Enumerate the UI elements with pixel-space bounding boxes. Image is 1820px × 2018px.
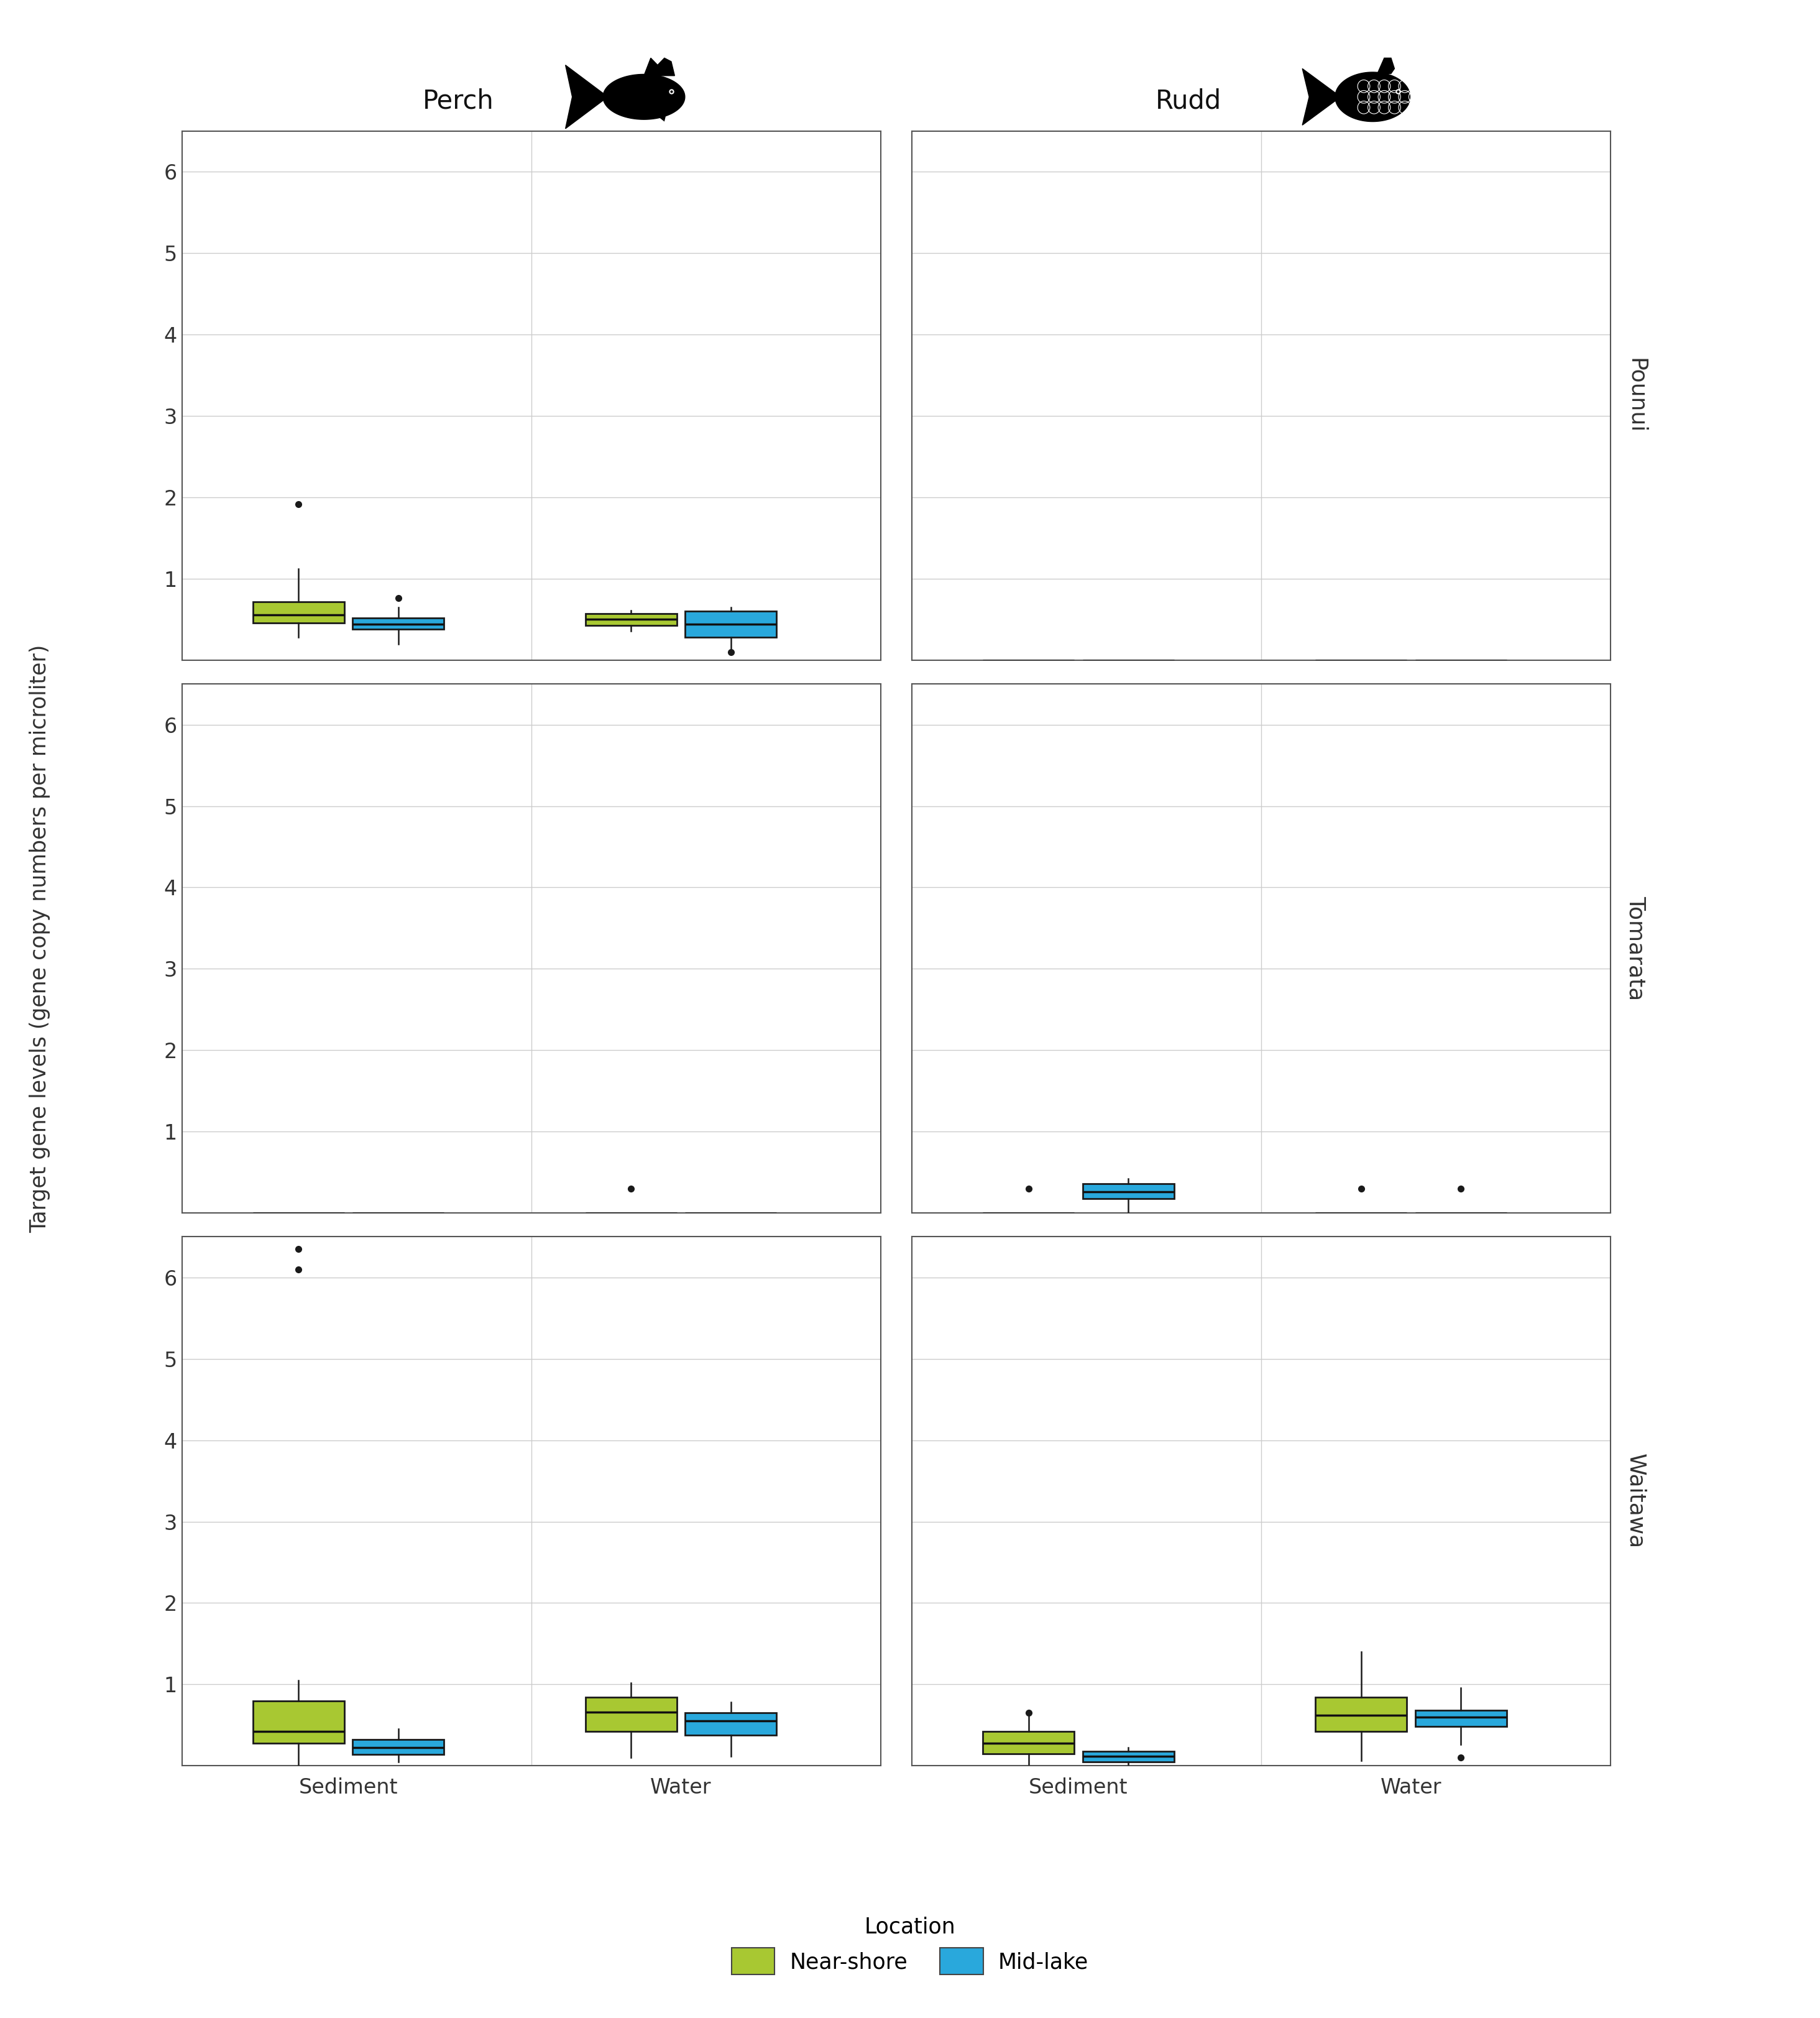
Bar bbox=[353, 618, 444, 630]
Bar bbox=[684, 1713, 777, 1735]
Bar bbox=[1083, 1185, 1174, 1199]
Bar bbox=[1416, 1711, 1507, 1727]
Text: Waitawa: Waitawa bbox=[1625, 1453, 1647, 1550]
Text: Pounui: Pounui bbox=[1625, 357, 1647, 434]
Bar bbox=[1316, 1697, 1407, 1731]
Polygon shape bbox=[1370, 59, 1394, 73]
Bar bbox=[353, 1740, 444, 1754]
Text: Perch: Perch bbox=[422, 89, 495, 113]
Polygon shape bbox=[602, 75, 684, 119]
Bar bbox=[586, 613, 677, 626]
Polygon shape bbox=[1303, 69, 1338, 125]
Text: Tomarata: Tomarata bbox=[1625, 896, 1647, 1001]
Polygon shape bbox=[566, 65, 604, 129]
Polygon shape bbox=[652, 101, 668, 121]
Text: Target gene levels (gene copy numbers per microliter): Target gene levels (gene copy numbers pe… bbox=[29, 644, 51, 1233]
Bar bbox=[253, 601, 344, 624]
Bar bbox=[1083, 1752, 1174, 1762]
Legend: Near-shore, Mid-lake: Near-shore, Mid-lake bbox=[723, 1907, 1097, 1984]
Polygon shape bbox=[644, 59, 675, 75]
Polygon shape bbox=[1336, 73, 1410, 121]
Bar bbox=[586, 1697, 677, 1731]
Bar bbox=[983, 1731, 1074, 1754]
Bar bbox=[684, 611, 777, 638]
Text: Rudd: Rudd bbox=[1156, 89, 1221, 113]
Bar bbox=[253, 1701, 344, 1744]
